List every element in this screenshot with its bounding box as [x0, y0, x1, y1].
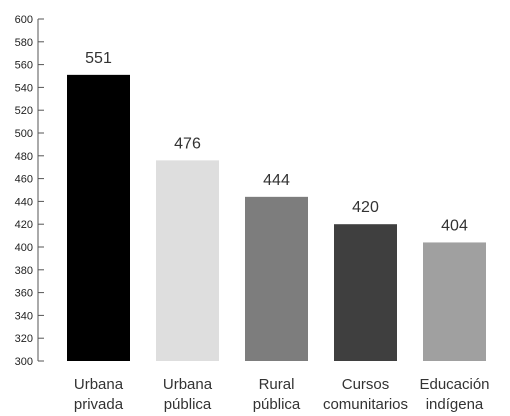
category-label-1-line-1: pública	[164, 396, 212, 413]
category-label-1-line-0: Urbana	[163, 376, 213, 393]
data-label-2: 444	[263, 172, 290, 189]
y-axis: 300 320 340 360 380 400 420 440 460 480 500 520 540 5…	[15, 14, 44, 368]
bar-3	[334, 224, 397, 361]
y-tick-label: 500	[15, 128, 33, 140]
category-label-0-line-0: Urbana	[74, 376, 124, 393]
category-label-2-line-0: Rural	[259, 376, 295, 393]
y-tick-label: 400	[15, 242, 33, 254]
data-label-4: 404	[441, 217, 468, 234]
y-tick-label: 540	[15, 82, 33, 94]
y-tick-label: 320	[15, 333, 33, 345]
y-tick-label: 300	[15, 356, 33, 368]
category-label-3-line-1: comunitarios	[323, 396, 408, 413]
bar-2	[245, 196, 308, 361]
y-tick-label: 340	[15, 310, 33, 322]
category-label-2-line-1: pública	[253, 396, 301, 413]
y-tick-label: 520	[15, 105, 33, 117]
y-tick-label: 360	[15, 288, 33, 300]
category-label-4-line-0: Educación	[419, 376, 489, 393]
y-tick-label: 460	[15, 174, 33, 186]
y-tick-label: 600	[15, 14, 33, 26]
y-tick-label: 380	[15, 265, 33, 277]
y-tick-label: 420	[15, 219, 33, 231]
x-axis-labels: Urbana privada Urbana pública Rural pública Cu…	[74, 376, 490, 413]
data-label-3: 420	[352, 199, 379, 216]
data-labels: 551 476 444 420 404	[85, 50, 468, 235]
bar-4	[423, 242, 486, 361]
category-label-4-line-1: indígena	[426, 396, 484, 413]
y-tick-label: 580	[15, 37, 33, 49]
data-label-1: 476	[174, 135, 201, 152]
y-tick-label: 480	[15, 151, 33, 163]
y-tick-label: 560	[15, 60, 33, 72]
bar-1	[156, 160, 219, 361]
bar-0	[67, 74, 130, 362]
y-tick-label: 440	[15, 196, 33, 208]
data-label-0: 551	[85, 50, 112, 67]
category-label-3-line-0: Cursos	[342, 376, 390, 393]
category-label-0-line-1: privada	[74, 396, 124, 413]
bars	[67, 74, 486, 362]
